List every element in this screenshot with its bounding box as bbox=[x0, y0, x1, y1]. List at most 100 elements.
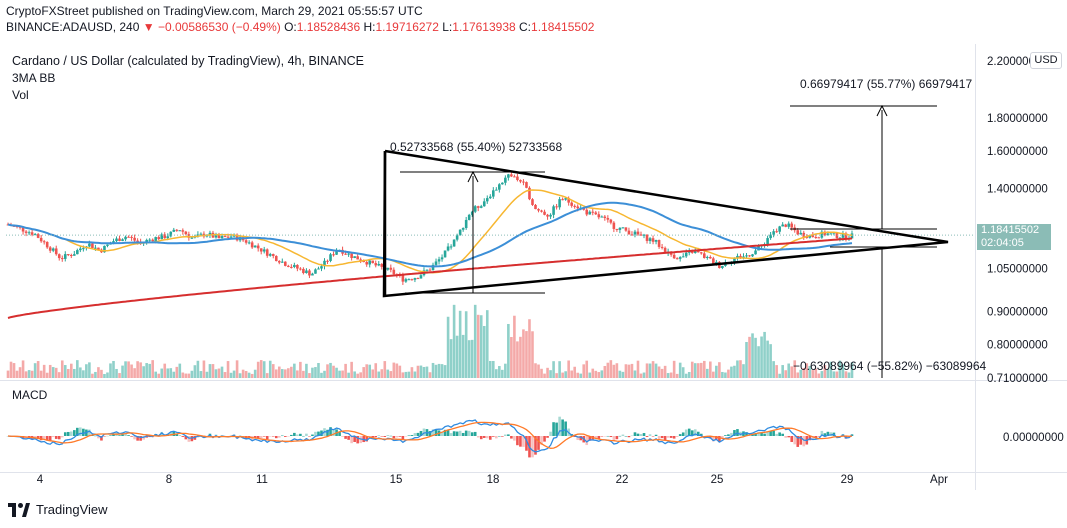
volume-bar bbox=[543, 373, 546, 378]
macd-histogram-bar bbox=[549, 431, 552, 436]
volume-bar bbox=[624, 364, 628, 378]
volume-bar bbox=[633, 370, 637, 378]
macd-histogram-bar bbox=[178, 435, 182, 436]
candle-body bbox=[103, 245, 106, 253]
macd-pane-label[interactable]: MACD bbox=[12, 388, 48, 402]
volume-bar bbox=[365, 364, 368, 378]
candle-body bbox=[784, 224, 787, 227]
macd-histogram-bar bbox=[681, 432, 685, 436]
candle-body bbox=[27, 232, 31, 234]
macd-histogram-bar bbox=[133, 436, 136, 440]
volume-bar bbox=[630, 363, 634, 378]
volume-bar bbox=[507, 323, 510, 378]
macd-histogram-bar bbox=[576, 436, 579, 441]
volume-bar bbox=[802, 368, 806, 378]
tradingview-footer[interactable]: TradingView bbox=[8, 502, 108, 517]
volume-bar bbox=[39, 370, 43, 378]
candle-body bbox=[262, 249, 266, 252]
macd-histogram-bar bbox=[657, 436, 661, 439]
macd-histogram-bar bbox=[470, 432, 474, 436]
candle-body bbox=[555, 206, 558, 208]
volume-bar bbox=[163, 363, 167, 378]
candle-body bbox=[308, 270, 311, 276]
candle-body bbox=[519, 180, 522, 182]
macd-histogram-bar bbox=[588, 436, 592, 441]
macd-histogram-bar bbox=[271, 436, 275, 437]
candle-body bbox=[314, 269, 317, 274]
volume-bar bbox=[66, 368, 70, 378]
macd-histogram-bar bbox=[383, 436, 387, 437]
volume-bar bbox=[498, 366, 501, 378]
candle-body bbox=[196, 234, 200, 237]
candle-body bbox=[796, 230, 800, 235]
low-value: 1.17613938 bbox=[452, 20, 516, 34]
volume-bar bbox=[290, 366, 293, 378]
volume-bars bbox=[6, 304, 854, 378]
candle-body bbox=[54, 248, 58, 255]
volume-bar bbox=[709, 361, 712, 378]
volume-bar bbox=[712, 371, 715, 378]
volume-bar bbox=[639, 373, 643, 378]
candle-body bbox=[739, 255, 742, 259]
candle-body bbox=[91, 243, 94, 249]
macd-histogram-bar bbox=[434, 429, 438, 436]
macd-histogram-bar bbox=[464, 430, 468, 436]
volume-bar bbox=[217, 368, 221, 378]
volume-bar bbox=[796, 372, 800, 378]
candle-body bbox=[386, 267, 390, 270]
macd-histogram-bar bbox=[401, 436, 405, 440]
macd-histogram-bar bbox=[543, 436, 546, 442]
macd-histogram-bar bbox=[675, 436, 679, 438]
macd-histogram-bar bbox=[778, 432, 781, 436]
volume-bar bbox=[145, 363, 148, 378]
macd-histogram-bar bbox=[696, 431, 700, 436]
volume-bar bbox=[784, 370, 787, 378]
volume-bar bbox=[437, 363, 441, 378]
candle-body bbox=[549, 214, 552, 217]
macd-histogram-bar bbox=[410, 435, 414, 436]
macd-histogram-bar bbox=[299, 433, 302, 436]
volume-bar bbox=[627, 364, 631, 378]
volume-bar bbox=[449, 339, 453, 378]
candle-body bbox=[404, 279, 408, 282]
candle-body bbox=[585, 209, 589, 215]
candle-body bbox=[33, 234, 37, 236]
currency-button[interactable]: USD bbox=[1030, 52, 1062, 69]
candle-body bbox=[820, 231, 824, 238]
volume-bar bbox=[488, 360, 492, 378]
macd-histogram-bar bbox=[66, 431, 70, 436]
macd-histogram-bar bbox=[184, 436, 188, 440]
symbol-title[interactable]: Cardano / US Dollar (calculated by Tradi… bbox=[12, 54, 365, 68]
candle-body bbox=[699, 252, 703, 254]
macd-histogram-bar bbox=[479, 436, 483, 440]
volume-bar bbox=[534, 363, 537, 378]
volume-bar bbox=[808, 365, 812, 378]
candle-body bbox=[290, 266, 293, 268]
time-axis-tick: 22 bbox=[616, 474, 629, 486]
annotation-upper-measure: 0.52733568 (55.40%) 52733568 bbox=[390, 140, 562, 154]
volume-bar bbox=[760, 336, 763, 378]
volume-bar bbox=[314, 367, 317, 378]
candle-body bbox=[470, 211, 474, 215]
candle-body bbox=[522, 181, 525, 183]
macd-histogram-bar bbox=[561, 419, 564, 436]
volume-bar bbox=[6, 370, 10, 378]
macd-histogram-bar bbox=[540, 436, 543, 445]
volume-bar bbox=[223, 372, 227, 378]
macd-histogram-bar bbox=[262, 436, 266, 437]
macd-histogram-bar bbox=[413, 433, 417, 436]
volume-bar bbox=[835, 371, 839, 378]
candle-body bbox=[498, 184, 501, 190]
volume-bar bbox=[256, 361, 260, 378]
macd-histogram-bar bbox=[76, 427, 79, 436]
candle-body bbox=[654, 240, 658, 242]
volume-bar bbox=[299, 361, 302, 378]
candle-body bbox=[323, 260, 326, 267]
volume-bar bbox=[157, 373, 161, 378]
time-axis-tick: 25 bbox=[711, 474, 724, 486]
macd-histogram-bar bbox=[829, 432, 833, 436]
indicator-volume[interactable]: Vol bbox=[12, 88, 29, 102]
macd-histogram-bar bbox=[492, 436, 495, 437]
indicator-3ma-bb[interactable]: 3MA BB bbox=[12, 71, 56, 85]
volume-bar bbox=[220, 366, 224, 378]
